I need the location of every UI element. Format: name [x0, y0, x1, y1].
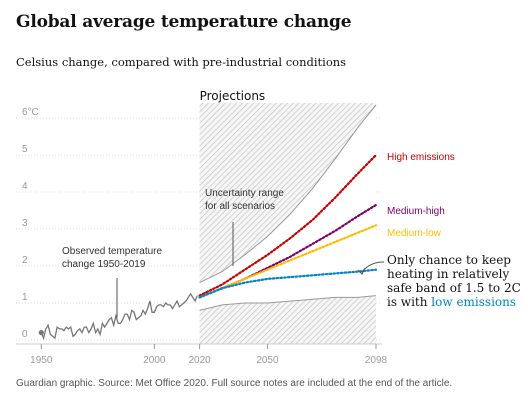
- axes: 0 1 2 3 4 5 6°C 1950 2000 2020 2050 2098: [16, 107, 388, 366]
- high-emissions-line: [198, 153, 378, 297]
- y-tick-label: 2: [22, 255, 28, 266]
- labels: Projections High emissions Medium-high Medi…: [62, 89, 521, 318]
- x-tick-label: 2098: [365, 355, 388, 366]
- uncertainty-band-upper: [199, 104, 377, 284]
- series-lines: [38, 153, 378, 341]
- uncertainty-band: [199, 104, 377, 311]
- y-tick-label: 5: [22, 144, 28, 155]
- chart-subtitle: Celsius change, compared with pre-indust…: [16, 55, 347, 69]
- uncertainty-band-lower: [199, 295, 377, 311]
- chart-title: Global average temperature change: [16, 12, 352, 32]
- uncertainty-band-area: [199, 105, 376, 311]
- grid: [16, 117, 382, 341]
- observed-line: [40, 292, 198, 341]
- y-tick-label: 3: [22, 218, 28, 229]
- callout-line: safe band of 1.5 to 2C: [387, 281, 521, 295]
- y-tick-label: 1: [22, 292, 28, 303]
- label-high-emissions: High emissions: [387, 152, 455, 163]
- uncertainty-annotation: Uncertainty range: [205, 188, 284, 199]
- observed-annotation: Observed temperature: [62, 246, 162, 257]
- callout-arrowhead: [357, 267, 366, 275]
- x-tick-label: 1950: [30, 355, 53, 366]
- x-tick-label: 2050: [256, 355, 279, 366]
- medium-low-line: [198, 224, 378, 299]
- observed-start-point: [38, 330, 44, 336]
- y-tick-label: 0: [22, 329, 28, 340]
- low-emissions-line: [198, 268, 378, 299]
- callout-line: Only chance to keep: [387, 253, 511, 267]
- uncertainty-annotation: for all scenarios: [205, 201, 275, 212]
- callout-line: heating in relatively: [387, 267, 509, 281]
- callout-highlight: low emissions: [431, 295, 516, 309]
- projections-label: Projections: [200, 89, 266, 103]
- label-medium-low: Medium-low: [387, 228, 442, 239]
- x-tick-label: 2020: [188, 355, 211, 366]
- x-tick-label: 2000: [143, 355, 166, 366]
- observed-annotation: change 1950-2019: [62, 259, 146, 270]
- callout-line: is with low emissions: [387, 295, 516, 309]
- y-tick-label: 6°C: [22, 107, 39, 118]
- label-medium-high: Medium-high: [387, 206, 445, 217]
- source-note: Guardian graphic. Source: Met Office 202…: [16, 378, 453, 389]
- y-tick-label: 4: [22, 181, 28, 192]
